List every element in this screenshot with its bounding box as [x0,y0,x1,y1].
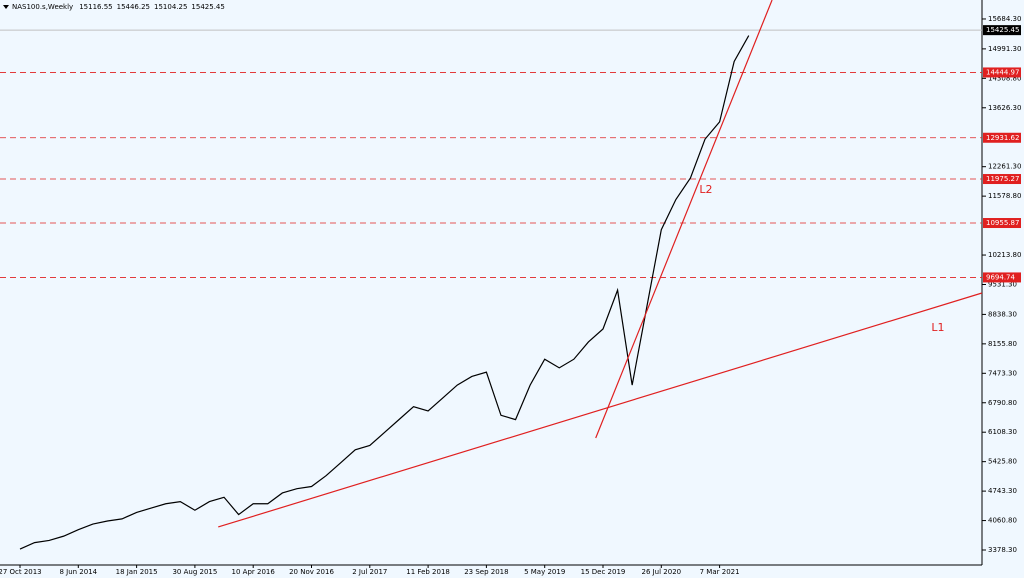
level-label: 12931.62 [986,134,1019,142]
level-label: 9694.74 [986,273,1015,281]
y-tick-label: 15684.30 [988,15,1021,23]
y-tick-label: 6108.30 [988,428,1017,436]
x-tick-label: 23 Sep 2018 [464,568,508,576]
y-tick-label: 5425.80 [988,458,1017,466]
ohlc-value: 15446.25 [117,3,150,11]
y-tick-label: 12261.30 [988,163,1021,171]
current-price-label: 15425.45 [986,26,1019,34]
y-tick-label: 4743.30 [988,487,1017,495]
level-label: 10955.87 [986,219,1019,227]
x-tick-label: 2 Jul 2017 [352,568,387,576]
ohlc-value: 15425.45 [191,3,224,11]
y-tick-label: 8155.80 [988,340,1017,348]
trendline [218,292,983,528]
x-tick-label: 26 Jul 2020 [641,568,681,576]
level-label: 14444.97 [986,68,1019,76]
y-tick-label: 4060.80 [988,517,1017,525]
x-tick-label: 27 Oct 2013 [0,568,42,576]
x-tick-label: 15 Dec 2019 [581,568,626,576]
ohlc-value: 15116.55 [79,3,112,11]
current-price-box [983,25,1021,36]
x-tick-label: 10 Apr 2016 [232,568,276,576]
trendline-label: L2 [699,183,712,196]
level-box [983,218,1021,229]
y-tick-label: 8838.30 [988,310,1017,318]
x-tick-label: 20 Nov 2016 [289,568,334,576]
level-label: 11975.27 [986,175,1019,183]
y-tick-label: 11578.80 [988,192,1021,200]
x-tick-label: 30 Aug 2015 [172,568,217,576]
y-tick-label: 14308.80 [988,74,1021,82]
y-tick-label: 14991.30 [988,45,1021,53]
x-tick-label: 8 Jun 2014 [59,568,97,576]
level-box [983,272,1021,283]
trendline-label: L1 [931,321,944,334]
menu-arrow[interactable] [3,5,9,9]
price-line [19,35,750,550]
level-box [983,67,1021,78]
x-tick-label: 7 Mar 2021 [700,568,740,576]
y-tick-label: 13626.30 [988,104,1021,112]
y-tick-label: 7473.30 [988,369,1017,377]
level-box [983,174,1021,185]
x-tick-label: 18 Jan 2015 [116,568,158,576]
level-box [983,132,1021,143]
trendline [595,0,773,439]
y-tick-label: 9531.30 [988,280,1017,288]
x-tick-label: 11 Feb 2018 [406,568,450,576]
y-tick-label: 10213.80 [988,251,1021,259]
y-tick-label: 6790.80 [988,399,1017,407]
chart-title: NAS100.s,Weekly [12,3,73,11]
x-tick-label: 5 May 2019 [524,568,565,576]
ohlc-value: 15104.25 [154,3,187,11]
y-tick-label: 3378.30 [988,546,1017,554]
